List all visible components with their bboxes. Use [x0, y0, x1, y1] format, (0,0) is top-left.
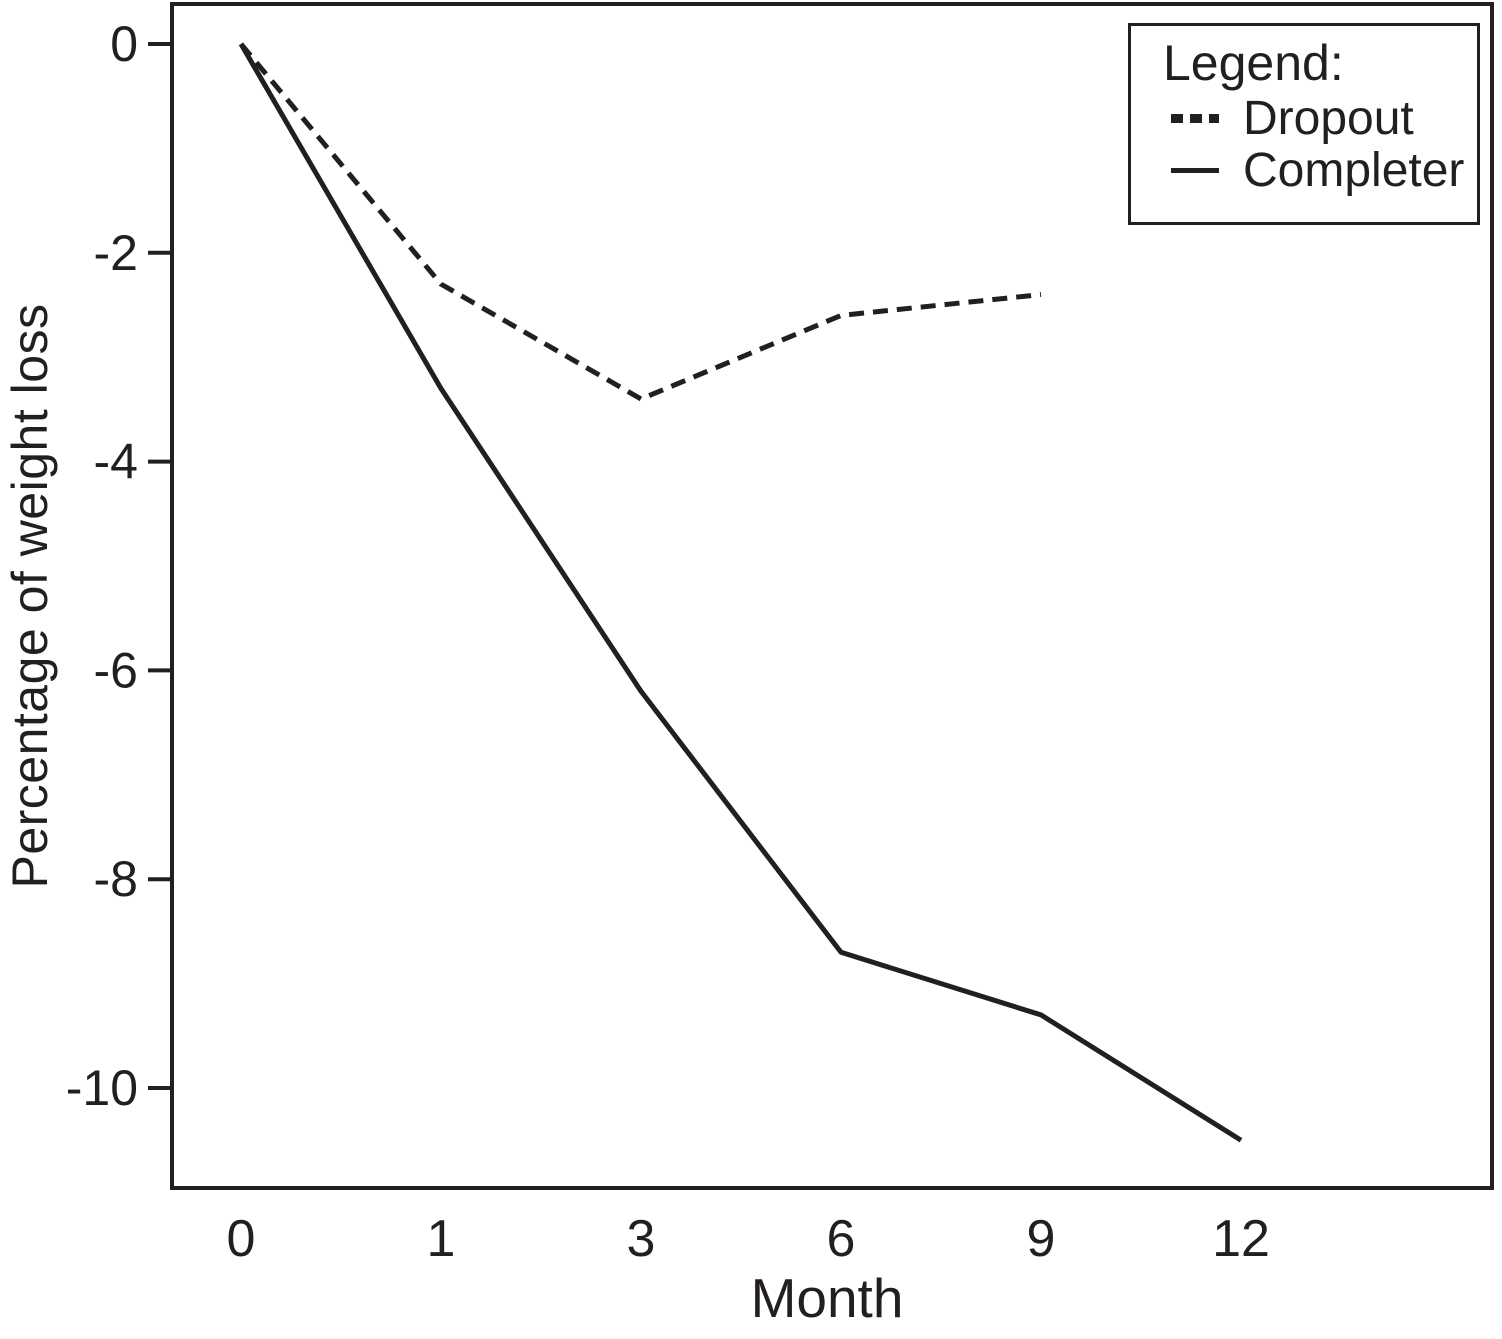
- y-tick-label: -10: [66, 1060, 138, 1116]
- y-tick-label: -2: [94, 225, 138, 281]
- plot-frame: [170, 2, 1494, 1190]
- legend-box: Legend: Dropout Completer: [1128, 23, 1480, 225]
- x-tick-label: 3: [627, 1210, 656, 1268]
- x-tick-label: 1: [427, 1210, 456, 1268]
- series-line-dropout: [239, 42, 1042, 402]
- y-tick-label: 0: [110, 16, 138, 72]
- x-tick-label: 0: [227, 1210, 256, 1268]
- x-axis-title: Month: [750, 1267, 904, 1329]
- legend-label-completer: Completer: [1243, 143, 1465, 197]
- solid-line-swatch: [1171, 167, 1219, 173]
- y-tick-label: -6: [94, 642, 138, 698]
- y-tick-label: -8: [94, 851, 138, 907]
- legend-title: Legend:: [1163, 35, 1344, 91]
- x-tick-label: 6: [827, 1210, 856, 1268]
- legend-item-dropout: Dropout: [1163, 91, 1477, 145]
- legend-item-completer: Completer: [1163, 143, 1477, 197]
- dashed-line-swatch: [1171, 113, 1219, 123]
- x-tick-label: 12: [1212, 1210, 1270, 1268]
- series-line-completer: [238, 42, 1243, 1143]
- y-axis-title: Percentage of weight loss: [2, 303, 58, 889]
- y-tick-label: -4: [94, 434, 138, 490]
- x-tick-label: 9: [1027, 1210, 1056, 1268]
- legend-label-dropout: Dropout: [1243, 91, 1414, 145]
